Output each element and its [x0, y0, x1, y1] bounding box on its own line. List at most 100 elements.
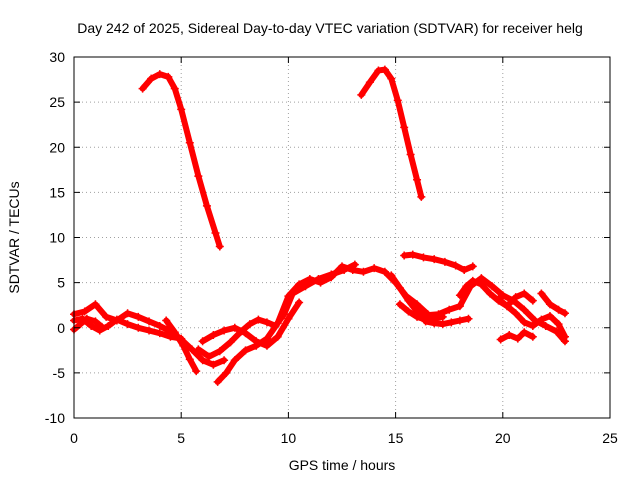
data-point [404, 296, 413, 305]
data-point [511, 309, 520, 318]
data-point [365, 78, 374, 87]
y-axis-label: SDTVAR / TECUs [6, 181, 22, 293]
series-line [456, 277, 536, 310]
x-tick-label: 15 [388, 430, 404, 446]
data-point [241, 329, 250, 338]
data-point [511, 293, 520, 302]
data-point [430, 255, 439, 264]
data-point [406, 150, 415, 159]
data-point [222, 368, 231, 377]
data-point [288, 289, 297, 298]
data-point [254, 315, 263, 324]
data-point [513, 334, 522, 343]
y-tick-label: -5 [53, 365, 66, 381]
data-point [185, 138, 194, 147]
data-point [205, 352, 214, 361]
data-point [380, 65, 389, 74]
series-arc-low-4 [162, 316, 201, 376]
data-point [417, 192, 426, 201]
data-point [104, 321, 113, 330]
data-point [395, 284, 404, 293]
data-point [262, 318, 271, 327]
data-point [209, 330, 218, 339]
series-line [199, 299, 303, 349]
data-point [123, 320, 132, 329]
data-point [123, 309, 132, 318]
data-point [80, 307, 89, 316]
series-line [71, 301, 228, 368]
data-point [198, 337, 207, 346]
y-tick-label: 10 [49, 230, 65, 246]
data-point [194, 345, 203, 354]
series-line [538, 290, 568, 317]
x-tick-label: 20 [495, 430, 511, 446]
series-arc-low-3 [70, 314, 106, 334]
data-point [220, 356, 229, 365]
data-point [419, 253, 428, 262]
data-point [438, 320, 447, 329]
data-point [395, 300, 404, 309]
series-arc-low-14 [496, 328, 537, 344]
series-arc-low-13 [494, 294, 569, 341]
data-point [211, 228, 220, 237]
data-point [138, 84, 147, 93]
data-point [541, 321, 550, 330]
data-point [421, 317, 430, 326]
series-arc-high-2 [357, 65, 426, 201]
data-point [166, 332, 175, 341]
data-point [97, 322, 106, 331]
data-point [468, 276, 477, 285]
data-point [202, 201, 211, 210]
series-line [401, 251, 476, 273]
axis-ticks [73, 56, 611, 419]
data-point [82, 314, 91, 323]
data-point [91, 317, 100, 326]
data-point [262, 341, 271, 350]
series-arc-low-6 [194, 260, 359, 361]
data-point [155, 329, 164, 338]
data-point [112, 315, 121, 324]
grid-lines [74, 57, 610, 418]
chart-title: Day 242 of 2025, Sidereal Day-to-day VTE… [77, 20, 583, 36]
data-point [528, 332, 537, 341]
y-tick-label: 25 [49, 94, 65, 110]
y-tick-label: -10 [45, 410, 65, 426]
data-point [252, 337, 261, 346]
data-point [164, 72, 173, 81]
data-point [455, 302, 464, 311]
data-point [545, 312, 554, 321]
x-tick-label: 25 [602, 430, 618, 446]
data-point [560, 332, 569, 341]
data-point [400, 123, 409, 132]
data-point [485, 289, 494, 298]
data-point [554, 320, 563, 329]
data-point [460, 265, 469, 274]
series-arc-low-7 [198, 298, 304, 350]
data-point [520, 305, 529, 314]
data-point [230, 323, 239, 332]
data-point [273, 332, 282, 341]
data-point [498, 291, 507, 300]
data-point [370, 264, 379, 273]
data-point [560, 309, 569, 318]
series-arc-low-11 [400, 250, 477, 274]
series-arc-low-1 [70, 300, 229, 369]
x-tick-label: 0 [70, 430, 78, 446]
data-point [413, 175, 422, 184]
y-tick-label: 5 [57, 275, 65, 291]
data-point [374, 66, 383, 75]
data-point [314, 275, 323, 284]
data-point [404, 307, 413, 316]
data-point [357, 90, 366, 99]
data-point [262, 334, 271, 343]
series-arc-high-1 [138, 70, 224, 251]
data-point [408, 250, 417, 259]
data-point [170, 84, 179, 93]
data-series [70, 65, 569, 386]
data-point [179, 341, 188, 350]
series-arc-low-12 [455, 276, 537, 311]
data-point [194, 172, 203, 181]
data-point [468, 262, 477, 271]
series-line [139, 71, 223, 250]
data-point [430, 319, 439, 328]
